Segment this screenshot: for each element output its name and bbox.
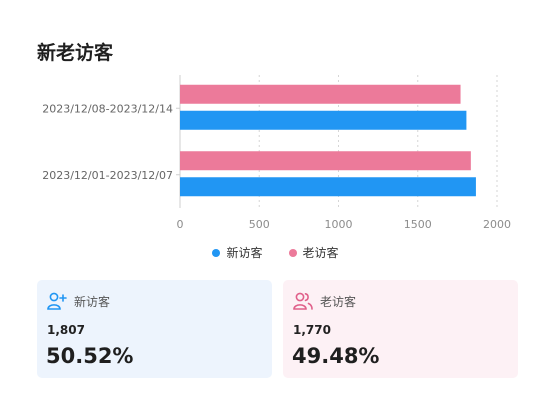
bar-new xyxy=(180,110,467,130)
x-tick-label: 500 xyxy=(249,218,270,231)
x-tick-label: 0 xyxy=(177,218,184,231)
returning-visitor-count: 1,770 xyxy=(293,323,331,337)
new-visitor-count: 1,807 xyxy=(47,323,85,337)
legend-item-new[interactable]: 新访客 xyxy=(212,244,263,261)
new-visitor-label: 新访客 xyxy=(74,294,111,309)
chart-title: 新老访客 xyxy=(37,42,114,64)
bar-old xyxy=(180,151,471,171)
bar-old xyxy=(180,84,461,104)
legend-label-new: 新访客 xyxy=(226,246,263,260)
chart-legend[interactable]: 新访客 老访客 xyxy=(0,244,551,261)
x-tick-label: 2000 xyxy=(483,218,511,231)
legend-label-old: 老访客 xyxy=(302,246,339,260)
x-tick-label: 1500 xyxy=(404,218,432,231)
legend-item-old[interactable]: 老访客 xyxy=(288,244,339,261)
returning-visitor-card: 老访客 1,770 49.48% xyxy=(283,280,518,378)
returning-visitor-card-header: 老访客 xyxy=(293,292,356,310)
bar-new xyxy=(180,177,476,197)
y-tick-label: 2023/12/01-2023/12/07 xyxy=(42,169,173,182)
user-add-icon xyxy=(47,292,67,310)
legend-dot-new xyxy=(212,248,221,257)
new-visitor-percent: 50.52% xyxy=(46,344,134,368)
new-visitor-card-header: 新访客 xyxy=(47,292,110,310)
x-tick-label: 1000 xyxy=(325,218,353,231)
new-visitor-card: 新访客 1,807 50.52% xyxy=(37,280,272,378)
returning-visitor-label: 老访客 xyxy=(320,294,357,309)
users-icon xyxy=(293,292,313,310)
legend-dot-old xyxy=(288,248,297,257)
returning-visitor-percent: 49.48% xyxy=(292,344,380,368)
y-tick-label: 2023/12/08-2023/12/14 xyxy=(42,102,173,115)
bar-chart: 0 500 1000 1500 2000 2023/12/08-2023/12/14 202… xyxy=(42,75,511,231)
